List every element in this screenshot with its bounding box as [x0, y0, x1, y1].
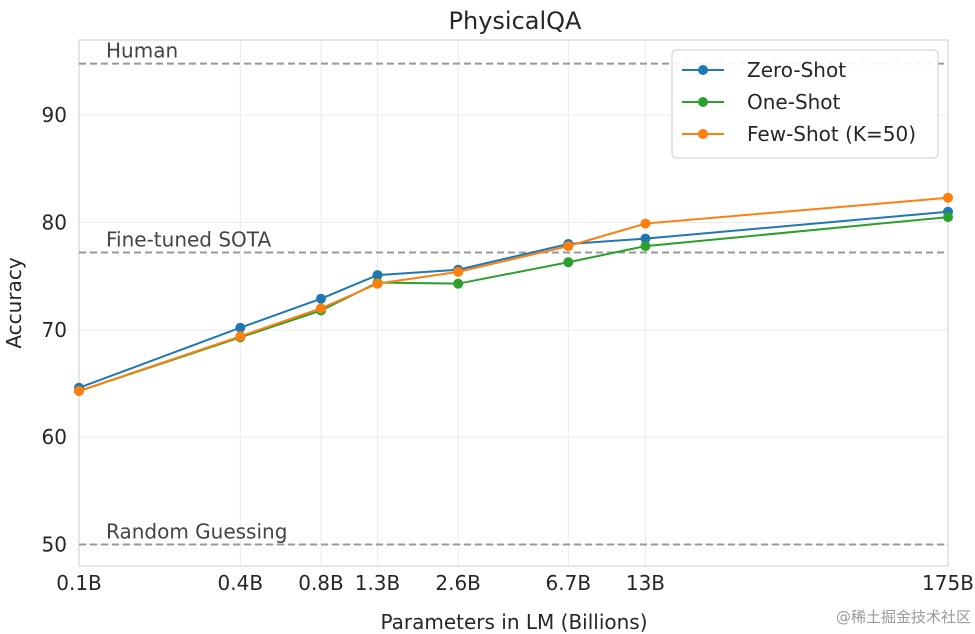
y-axis-label: Accuracy	[2, 257, 26, 348]
chart-title: PhysicalQA	[449, 7, 583, 35]
series-line-zero-shot	[78, 210, 949, 389]
data-point-few-shot-k-50	[563, 241, 574, 252]
legend-label-one-shot: One-Shot	[747, 90, 841, 114]
series	[74, 192, 953, 397]
legend-label-few-shot-k-50: Few-Shot (K=50)	[747, 122, 916, 146]
series-line-one-shot	[78, 216, 949, 392]
legend-marker-few-shot-k-50	[698, 129, 708, 139]
data-point-zero-shot	[640, 233, 651, 244]
reference-label-human: Human	[106, 39, 178, 63]
data-point-few-shot-k-50	[453, 266, 464, 277]
x-tick-label: 0.8B	[298, 571, 344, 595]
series-line-few-shot-k-50	[78, 196, 949, 392]
reference-lines: Human Fine-tuned SOTA Random Guessing	[79, 39, 948, 546]
watermark-text: @稀土掘金技术社区	[836, 608, 971, 626]
data-point-few-shot-k-50	[372, 278, 383, 289]
x-tick-label: 0.1B	[56, 571, 102, 595]
reference-label-fine-tuned-sota: Fine-tuned SOTA	[106, 228, 271, 252]
y-tick-label: 80	[42, 210, 67, 234]
x-tick-label: 1.3B	[355, 571, 401, 595]
legend-marker-zero-shot	[698, 65, 708, 75]
x-axis-label: Parameters in LM (Billions)	[380, 610, 647, 634]
data-point-few-shot-k-50	[315, 303, 326, 314]
data-point-one-shot	[640, 241, 651, 252]
ticks: 0.1B 0.4B 0.8B 1.3B 2.6B 6.7B 13B 175B 50 60 70 80 9…	[42, 103, 974, 595]
x-tick-label: 6.7B	[546, 571, 592, 595]
reference-label-random-guessing: Random Guessing	[106, 520, 287, 544]
data-point-zero-shot	[315, 293, 326, 304]
legend-label-zero-shot: Zero-Shot	[747, 58, 846, 82]
y-tick-label: 60	[42, 425, 67, 449]
x-tick-label: 13B	[626, 571, 665, 595]
x-tick-label: 175B	[922, 571, 974, 595]
data-point-one-shot	[563, 257, 574, 268]
x-tick-label: 2.6B	[435, 571, 481, 595]
data-point-few-shot-k-50	[640, 218, 651, 229]
plot-frame	[78, 39, 949, 567]
legend: Zero-Shot One-Shot Few-Shot (K=50)	[671, 49, 939, 159]
y-tick-label: 70	[42, 318, 67, 342]
data-point-few-shot-k-50	[943, 192, 953, 203]
data-point-zero-shot	[372, 270, 383, 281]
y-tick-label: 50	[42, 533, 67, 557]
x-tick-label: 0.4B	[218, 571, 264, 595]
y-tick-label: 90	[42, 103, 67, 127]
legend-marker-one-shot	[698, 97, 708, 107]
data-point-few-shot-k-50	[235, 331, 246, 342]
data-point-few-shot-k-50	[74, 386, 84, 397]
data-point-one-shot	[453, 278, 464, 289]
data-point-zero-shot	[235, 322, 246, 333]
data-point-one-shot	[943, 212, 953, 223]
legend-box	[671, 49, 939, 159]
